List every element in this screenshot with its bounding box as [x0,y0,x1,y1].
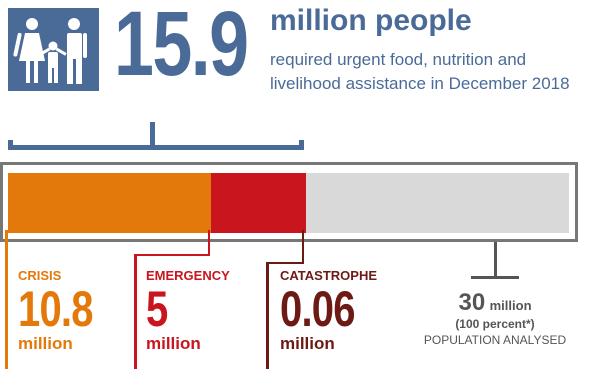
phase-crisis-label: CRISIS [18,268,62,283]
catastrophe-leader-h [266,262,304,264]
phase-crisis-unit: million [18,334,73,353]
bar-segment-crisis [8,173,211,233]
bracket-left-tick [8,140,13,150]
phase-crisis: CRISIS 10.8 million [18,268,111,354]
headline-text: million people [270,4,472,37]
emergency-leader-v [208,230,210,256]
total-percent: (100 percent*) [455,317,535,331]
total-value: 30 [458,289,486,316]
emergency-leader-h [134,254,210,256]
total-marker-stem [494,242,497,278]
phase-catastrophe-value: 0.06 [280,281,355,337]
catastrophe-leader-v [302,230,304,264]
phase-catastrophe-unit: million [280,334,335,353]
headline-description: required urgent food, nutrition and live… [270,50,570,93]
phase-catastrophe: CATASTROPHE 0.06 million [280,268,377,354]
bar-segment-remainder [306,173,569,233]
emergency-leader-down [134,254,137,369]
bracket-bar [8,145,304,150]
bracket-stem [150,122,155,147]
family-icon [8,8,99,91]
phase-emergency-unit: million [146,334,201,353]
total-unit: million [489,298,532,313]
total-marker-base [471,276,519,279]
population-analysed: 30 million (100 percent*) POPULATION ANA… [400,290,590,348]
crisis-leader [5,230,8,369]
bracket-right-tick [299,140,304,150]
headline-number: 15.9 [114,0,249,95]
phase-crisis-value: 10.8 [18,281,93,337]
total-label: POPULATION ANALYSED [423,333,567,347]
phase-emergency: EMERGENCY 5 million [146,268,230,354]
phase-emergency-label: EMERGENCY [146,268,230,283]
phase-catastrophe-label: CATASTROPHE [280,268,378,283]
population-bar [0,162,578,242]
bar-segment-emergency [211,173,306,233]
phase-emergency-value: 5 [146,281,168,337]
catastrophe-leader-down [266,262,269,369]
